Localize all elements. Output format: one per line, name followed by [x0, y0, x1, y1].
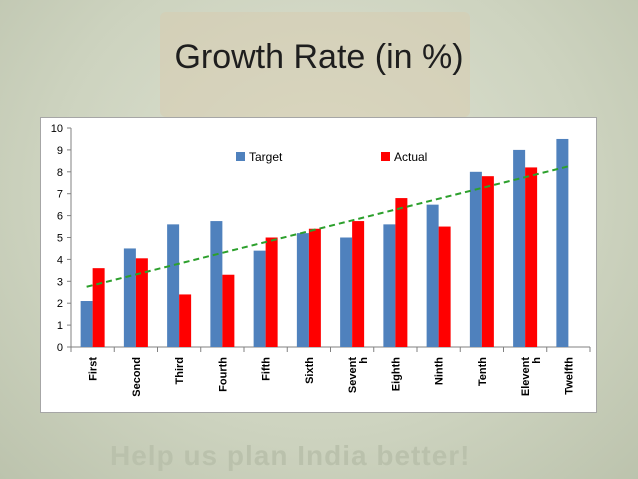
slide-title: Growth Rate (in %): [174, 38, 464, 76]
x-category-label: Fifth: [261, 357, 273, 381]
y-tick-label: 0: [57, 342, 63, 354]
x-category-label: First: [88, 357, 100, 381]
bottom-watermark-text: Help us plan India better!: [110, 440, 471, 471]
y-tick-label: 3: [57, 276, 63, 288]
background-logo-watermark: [160, 12, 470, 117]
bar-target-sixth: [296, 233, 309, 347]
x-category-label: Eighth: [390, 357, 402, 391]
y-tick-label: 10: [51, 123, 63, 135]
x-category-label: Sixth: [304, 357, 316, 384]
bar-actual-seventh: [352, 221, 365, 347]
bar-actual-first: [92, 268, 105, 347]
bar-target-fourth: [210, 221, 223, 347]
bar-actual-fourth: [222, 274, 235, 347]
y-tick-label: 9: [57, 145, 63, 157]
y-tick-label: 6: [57, 211, 63, 223]
bar-target-fifth: [253, 250, 266, 347]
bar-target-second: [123, 248, 136, 347]
x-category-label: Third: [174, 357, 186, 385]
bar-actual-sixth: [308, 228, 321, 347]
y-tick-label: 2: [57, 298, 63, 310]
bar-target-first: [80, 301, 93, 347]
y-tick-label: 8: [57, 167, 63, 179]
x-category-label: h: [358, 357, 370, 364]
x-category-label: Twelfth: [563, 357, 575, 395]
bar-actual-fifth: [265, 237, 278, 347]
bar-target-seventh: [340, 237, 353, 347]
x-category-label: Ninth: [434, 357, 446, 385]
x-category-label: Fourth: [217, 357, 229, 392]
bar-target-ninth: [426, 204, 439, 347]
bar-actual-ninth: [438, 226, 451, 347]
trend-line: [86, 165, 569, 288]
x-category-label: Elevent: [520, 357, 532, 396]
x-category-label: Tenth: [477, 357, 489, 386]
bar-actual-eleventh: [525, 167, 538, 347]
bar-target-eighth: [383, 224, 396, 347]
bar-target-eleventh: [513, 149, 526, 347]
chart-svg: 0 1 2 3 4 5 6 7 8 9 10 First Second Third Fourth Fifth S…: [51, 123, 591, 397]
y-tick-label: 7: [57, 189, 63, 201]
legend-swatch-actual: [381, 152, 390, 161]
bar-actual-second: [135, 258, 148, 347]
legend-label-actual: Actual: [394, 150, 427, 164]
chart-frame: 0 1 2 3 4 5 6 7 8 9 10 First Second Third Fourth Fifth S…: [40, 117, 597, 413]
x-category-label: Sevent: [347, 357, 359, 393]
bar-actual-eighth: [395, 198, 408, 347]
bar-actual-tenth: [481, 176, 494, 347]
x-category-label: h: [531, 357, 543, 364]
legend-swatch-target: [236, 152, 245, 161]
bar-target-twelfth: [556, 138, 569, 347]
y-tick-label: 4: [57, 254, 63, 266]
y-tick-label: 5: [57, 233, 63, 245]
bar-actual-third: [179, 294, 192, 347]
bar-target-tenth: [469, 171, 482, 347]
x-category-label: Second: [131, 357, 143, 397]
y-tick-label: 1: [57, 320, 63, 332]
legend-label-target: Target: [249, 150, 283, 164]
bar-target-third: [167, 224, 180, 347]
